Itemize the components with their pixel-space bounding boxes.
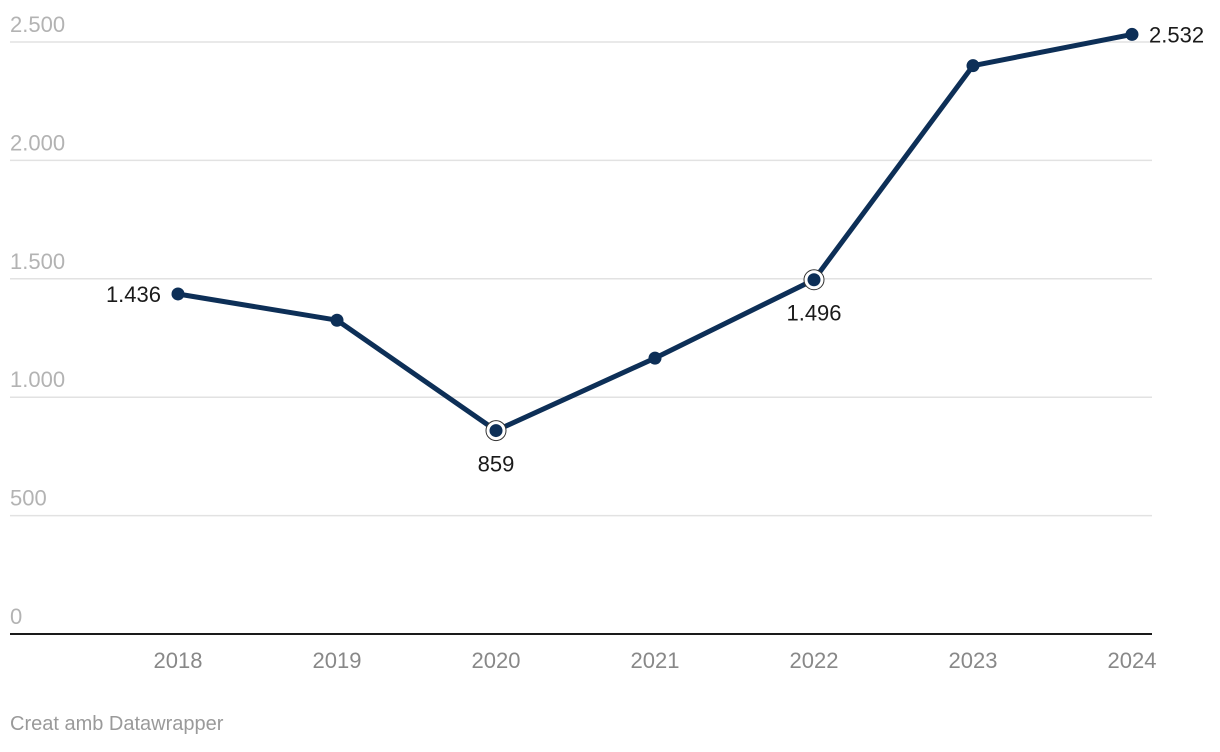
y-tick-label: 1.500 <box>10 249 65 274</box>
x-tick-label: 2022 <box>790 648 839 673</box>
line-chart: 0 500 1.000 1.500 2.000 2.500 2018 2019 2020 202… <box>10 12 1204 673</box>
chart-credit: Creat amb Datawrapper <box>10 713 224 735</box>
data-labels: 1.436 859 1.496 2.532 <box>106 22 1204 476</box>
data-point <box>489 424 503 438</box>
y-tick-label: 1.000 <box>10 367 65 392</box>
series-line <box>175 31 1135 434</box>
data-point <box>966 59 980 73</box>
data-point <box>807 273 821 287</box>
x-tick-label: 2023 <box>949 648 998 673</box>
x-tick-label: 2024 <box>1108 648 1157 673</box>
data-point <box>171 287 185 301</box>
data-point <box>648 351 662 365</box>
grid-lines <box>10 41 1152 635</box>
series <box>171 27 1139 442</box>
y-axis-ticks: 0 500 1.000 1.500 2.000 2.500 <box>10 12 65 629</box>
data-label: 859 <box>478 452 515 477</box>
data-point <box>1125 27 1139 41</box>
x-axis-ticks: 2018 2019 2020 2021 2022 2023 2024 <box>154 648 1157 673</box>
x-tick-label: 2020 <box>472 648 521 673</box>
y-tick-label: 2.000 <box>10 130 65 155</box>
y-tick-label: 500 <box>10 486 47 511</box>
data-point <box>330 313 344 327</box>
y-tick-label: 0 <box>10 604 22 629</box>
x-tick-label: 2021 <box>631 648 680 673</box>
x-tick-label: 2019 <box>313 648 362 673</box>
x-tick-label: 2018 <box>154 648 203 673</box>
data-label: 1.436 <box>106 282 161 307</box>
data-label: 1.496 <box>786 301 841 326</box>
y-tick-label: 2.500 <box>10 12 65 37</box>
data-label: 2.532 <box>1149 22 1204 47</box>
